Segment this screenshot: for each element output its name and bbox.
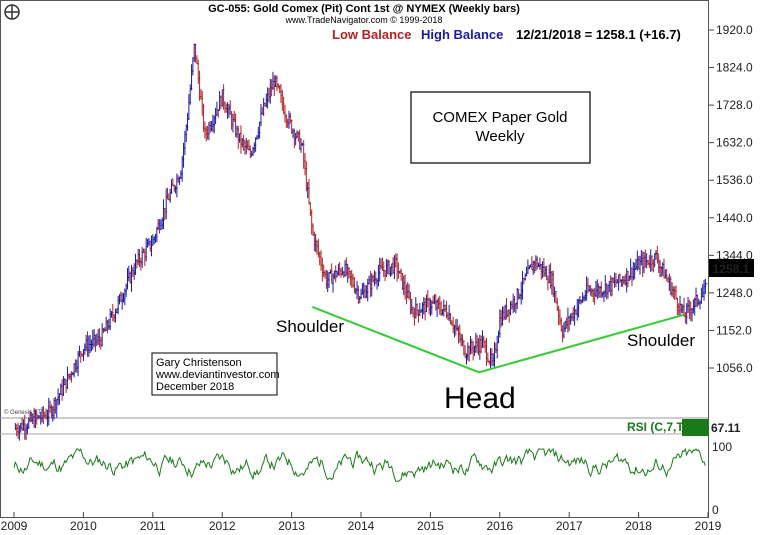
label-head: Head	[444, 382, 516, 415]
head-shoulders-neckline	[312, 306, 684, 374]
chart-subtitle: www.TradeNavigator.com © 1999-2018	[285, 15, 443, 25]
credit-name: Gary Christenson	[156, 357, 242, 369]
x-tick-label: 2018	[625, 519, 652, 533]
rsi-label: RSI (C,7,T)	[627, 420, 688, 434]
last-price-label: 1258.1	[713, 262, 750, 276]
price-tick-label: 1920.0	[716, 23, 753, 37]
label-shoulder-left: Shoulder	[276, 317, 344, 336]
x-axis: 2009 2010 2011 2012 2013 2014 2015 2016 2017 2018…	[1, 512, 722, 533]
price-tick-label: 1152.0	[716, 323, 752, 337]
price-tick-label: 1728.0	[716, 98, 753, 112]
price-tick-label: 1248.0	[716, 286, 753, 300]
quote-readout: 12/21/2018 = 1258.1 (+16.7)	[516, 27, 681, 42]
credit-box	[151, 352, 278, 396]
x-tick-label: 2009	[1, 519, 28, 533]
credit-date: December 2018	[156, 381, 234, 393]
price-axis: 1920.0 1824.0 1728.0 1632.0 1536.0 1440.0 1344…	[709, 23, 753, 375]
high-balance-label: High Balance	[421, 27, 503, 42]
low-balance-label: Low Balance	[332, 27, 411, 42]
x-tick-label: 2011	[140, 519, 166, 533]
label-shoulder-right: Shoulder	[627, 331, 695, 350]
annotation-box	[410, 91, 591, 164]
price-panel-frame	[0, 0, 709, 518]
x-tick-label: 2017	[556, 519, 583, 533]
rsi-value: 67.11	[711, 421, 741, 435]
price-tick-label: 1344.0	[716, 248, 753, 262]
x-tick-label: 2015	[417, 519, 444, 533]
x-tick-label: 2014	[348, 519, 375, 533]
x-tick-label: 2010	[70, 519, 97, 533]
price-tick-label: 1440.0	[716, 211, 753, 225]
rsi-top-tick: 100	[712, 440, 732, 454]
annotation-line1: COMEX Paper Gold	[432, 109, 567, 126]
x-tick-label: 2016	[486, 519, 513, 533]
x-tick-label: 2019	[695, 519, 722, 533]
rsi-line	[13, 447, 706, 482]
annotation-line2: Weekly	[476, 128, 525, 145]
price-tick-label: 1056.0	[716, 361, 753, 375]
last-price-marker: 1258.1	[709, 259, 754, 277]
rsi-value-box	[682, 419, 709, 436]
chart-title: GC-055: Gold Comex (Pit) Cont 1st @ NYME…	[208, 3, 520, 15]
rsi-bottom-tick: 0	[712, 503, 719, 517]
navigator-logo-icon	[4, 4, 20, 20]
x-tick-label: 2013	[278, 519, 305, 533]
watermark: © Genesis FT	[4, 409, 41, 416]
x-tick-label: 2012	[209, 519, 236, 533]
price-bars	[14, 43, 708, 441]
price-tick-label: 1632.0	[716, 136, 753, 150]
credit-website: www.deviantinvestor.com	[155, 369, 280, 381]
price-tick-label: 1536.0	[716, 173, 753, 187]
price-tick-label: 1824.0	[716, 61, 753, 75]
